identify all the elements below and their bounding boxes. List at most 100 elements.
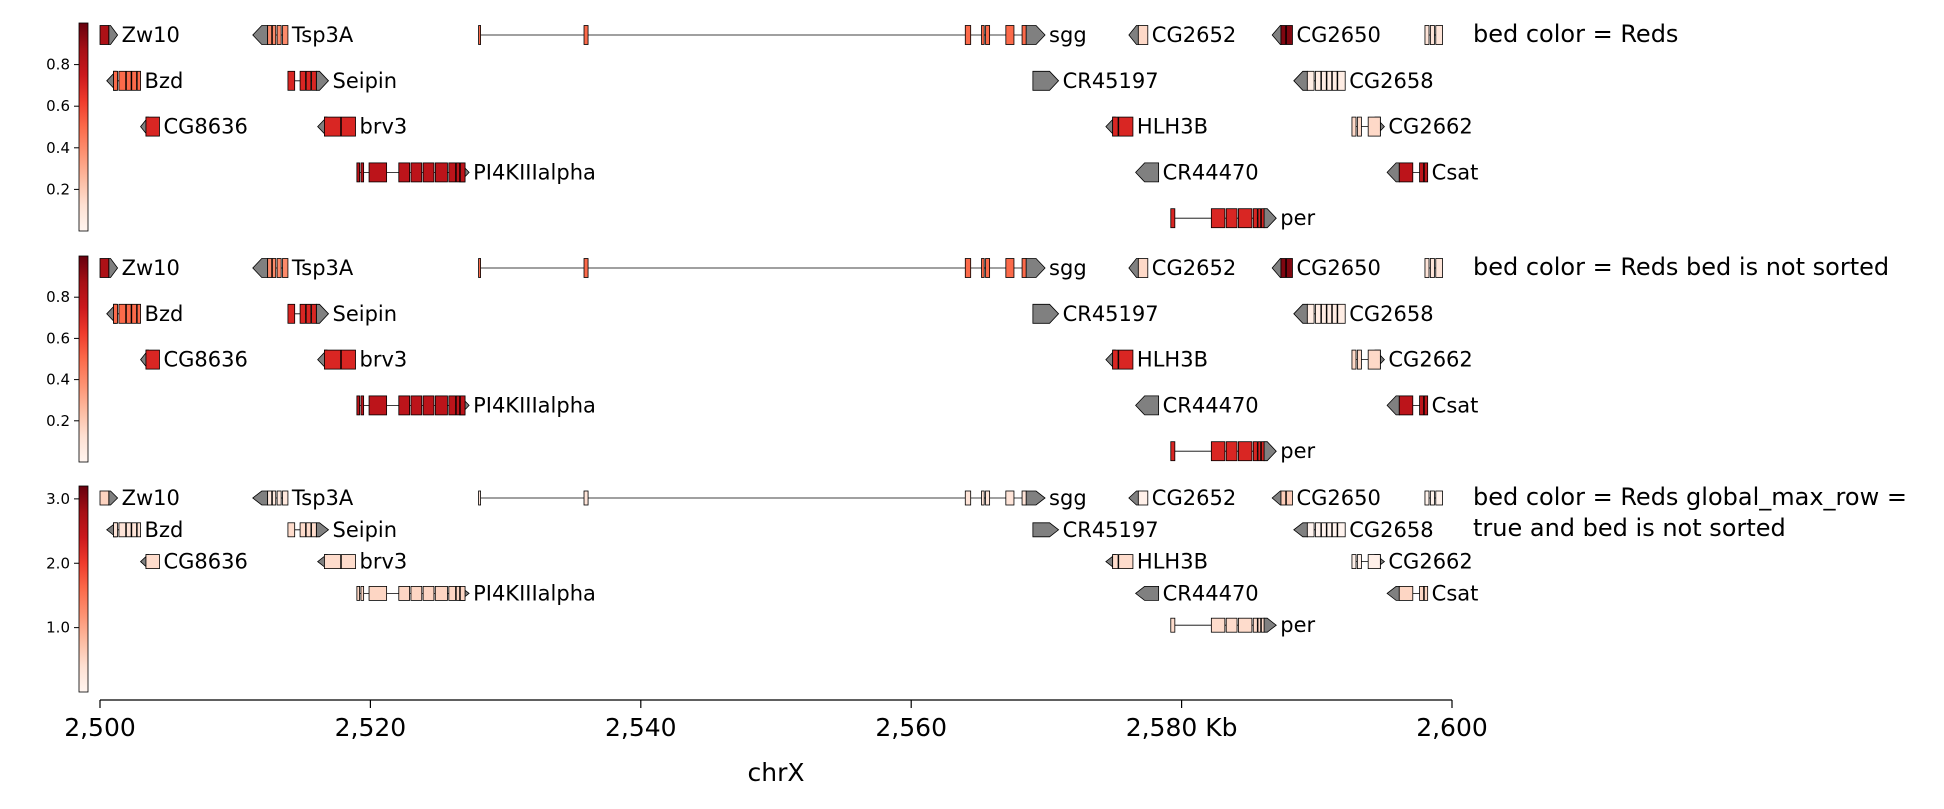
exon (267, 258, 273, 278)
track-2: 0.2 0.4 0.6 0.8 bed color = Reds bed is not … (46, 253, 1889, 463)
exon (305, 70, 312, 91)
exon (1398, 395, 1414, 416)
utr-arrow (315, 70, 330, 91)
gene-cg2652: CG2652 (1128, 486, 1236, 510)
gene-cg2650: CG2650 (1271, 23, 1381, 47)
gene-csat: Csat (1386, 160, 1479, 184)
exon (1419, 162, 1425, 183)
colorbar-gradient (78, 22, 89, 232)
gene-body (1134, 586, 1160, 601)
exon (136, 303, 141, 324)
gene-tsp3a: Tsp3A (252, 23, 354, 47)
x-tick-label: 2,500 (64, 713, 136, 742)
exon (113, 70, 118, 91)
exon (1331, 70, 1338, 91)
colorbar-tick-label: 0.8 (46, 56, 70, 74)
exon (1237, 208, 1253, 229)
utr-arrow (252, 258, 269, 278)
utr-arrow (1128, 490, 1139, 506)
exon (1280, 25, 1287, 45)
exon (434, 395, 448, 416)
gene-per: per (1170, 613, 1315, 637)
exon (1435, 25, 1443, 45)
exon (1280, 258, 1287, 278)
gene-label: Tsp3A (291, 256, 354, 280)
gene-label: Seipin (332, 69, 397, 93)
colorbar-tick-label: 0.4 (46, 371, 70, 389)
exon (1021, 490, 1027, 506)
exon (1424, 490, 1430, 506)
x-tick-label: 2,540 (605, 713, 677, 742)
gene-label: Csat (1432, 581, 1479, 605)
exon (1419, 395, 1425, 416)
utr-arrow (1025, 25, 1046, 45)
exon (368, 162, 388, 183)
exon (1398, 162, 1414, 183)
exon (1337, 70, 1346, 91)
gene-label: CR45197 (1063, 518, 1159, 542)
gene-label: brv3 (360, 115, 408, 139)
exon (145, 554, 160, 569)
gene-cg2661 (1424, 258, 1443, 278)
exon (136, 522, 141, 538)
exon (271, 25, 277, 45)
gene-label: CG2650 (1296, 486, 1380, 510)
colorbar: 0.2 0.4 0.6 0.8 (46, 255, 89, 463)
gene-label: PI4KIIIalpha (473, 581, 596, 605)
exon (1423, 162, 1429, 183)
gene-tsp3a: Tsp3A (252, 486, 354, 510)
exon (455, 162, 461, 183)
exon (340, 349, 356, 370)
exon (267, 25, 273, 45)
utr-arrow (1293, 522, 1308, 538)
gene-label: CG8636 (163, 550, 247, 574)
gene-bzd: Bzd (106, 518, 183, 542)
utr-arrow (252, 490, 269, 506)
exon (287, 303, 296, 324)
gene-label: CR45197 (1063, 302, 1159, 326)
gene-cg2658: CG2658 (1293, 518, 1434, 542)
utr-arrow (1025, 258, 1046, 278)
utr-arrow (315, 522, 330, 538)
gene-label: sgg (1049, 256, 1087, 280)
exon (99, 258, 110, 278)
exon (1252, 208, 1258, 229)
exon (356, 162, 360, 183)
gene-sgg: sgg (478, 256, 1087, 280)
exon (1321, 522, 1327, 538)
gene-per: per (1170, 439, 1315, 463)
gene-label: CG2652 (1152, 23, 1236, 47)
x-axis-label: chrX (748, 758, 805, 787)
exon (287, 522, 296, 538)
gene-hlh3b: HLH3B (1105, 115, 1208, 139)
exon (448, 162, 456, 183)
gene-label: HLH3B (1137, 115, 1208, 139)
gene-cg2662: CG2662 (1351, 115, 1473, 139)
exon (1225, 617, 1238, 633)
exon (448, 395, 456, 416)
exon (1137, 490, 1149, 506)
exon (1257, 617, 1262, 633)
gene-cr45197: CR45197 (1032, 518, 1159, 542)
colorbar: 1.0 2.0 3.0 (46, 485, 89, 693)
gene-label: CG2650 (1296, 256, 1380, 280)
exon (1137, 25, 1149, 45)
exon (455, 395, 461, 416)
gene-cg2662: CG2662 (1351, 348, 1473, 372)
utr-arrow (315, 303, 330, 324)
exon (125, 70, 132, 91)
exon (1306, 70, 1315, 91)
exon (448, 586, 456, 601)
exon (964, 258, 972, 278)
gene-label: Csat (1432, 160, 1479, 184)
x-tick-label: 2,580 Kb (1126, 713, 1238, 742)
gene-csat: Csat (1386, 393, 1478, 417)
gene-label: CR44470 (1163, 160, 1259, 184)
gene-body (1032, 303, 1060, 324)
exon (422, 162, 435, 183)
exon (1306, 303, 1315, 324)
gene-label: Seipin (332, 302, 397, 326)
utr-arrow (1271, 490, 1282, 506)
exon (1210, 441, 1226, 462)
exon (368, 395, 388, 416)
